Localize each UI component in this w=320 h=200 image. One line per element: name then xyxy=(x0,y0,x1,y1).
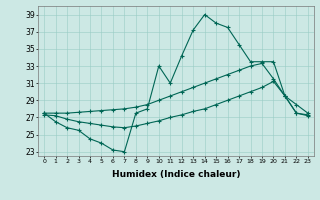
X-axis label: Humidex (Indice chaleur): Humidex (Indice chaleur) xyxy=(112,170,240,179)
